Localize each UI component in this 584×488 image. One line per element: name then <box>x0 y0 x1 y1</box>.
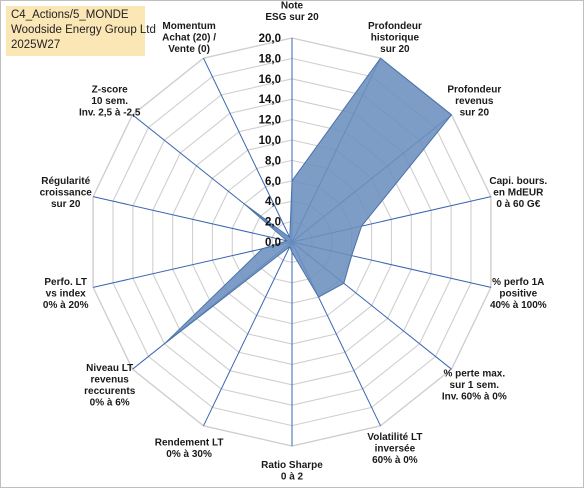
radar-series <box>164 57 453 345</box>
axis-label-line: 40% à 100% <box>490 300 547 311</box>
tick-label: 16,0 <box>259 74 281 86</box>
axis-label-line: positive <box>499 289 537 300</box>
axis-label-line: inversée <box>375 443 416 454</box>
axis-label-line: sur 20 <box>380 44 410 55</box>
axis-label-line: 60% à 0% <box>372 455 418 466</box>
axis-label-line: Profondeur <box>368 21 422 32</box>
axis-label-line: 0% à 6% <box>90 397 130 408</box>
axis-label: Niveau LT revenus reccurents 0% à 6% <box>84 363 136 409</box>
axis-label-line: 10 sem. <box>91 96 128 107</box>
series-area <box>164 57 453 345</box>
axis-spoke <box>92 241 293 288</box>
axis-label-line: Rendement LT <box>155 438 224 449</box>
axis-label-line: Z-score <box>92 84 129 95</box>
axis-spoke <box>203 57 293 243</box>
axis-label-line: % perfo 1A <box>492 277 544 288</box>
axis-label: Régularité croissance sur 20 <box>40 176 93 210</box>
axis-label-line: Capi. bours. <box>489 176 547 187</box>
axis-label-line: 0% à 20% <box>43 300 89 311</box>
info-box: C4_Actions/5_MONDE Woodside Energy Group… <box>6 6 156 56</box>
axis-label-line: Profondeur <box>447 84 501 95</box>
axis-label-line: revenus <box>91 374 130 385</box>
axis-label-line: sur 20 <box>460 107 490 118</box>
axis-label-line: historique <box>371 33 420 44</box>
tick-label: 12,0 <box>259 115 281 127</box>
radar-tick-labels: 0,0 2,0 4,0 6,0 8,0 10,0 12,0 14,0 16,0 18,0 20,0 <box>259 33 281 249</box>
axis-label: Profondeur historique sur 20 <box>368 21 422 55</box>
axis-label: Volatilité LT inversée 60% à 0% <box>367 432 422 466</box>
axis-label-line: ESG sur 20 <box>265 12 319 23</box>
axis-label: Note ESG sur 20 <box>265 1 319 24</box>
info-company: Woodside Energy Group Ltd <box>11 24 156 36</box>
axis-label-line: croissance <box>40 187 93 198</box>
axis-label-line: Note <box>281 1 304 12</box>
axis-label-line: en MdEUR <box>493 187 544 198</box>
axis-label-line: Vente (0) <box>168 44 210 55</box>
axis-label: Profondeur revenus sur 20 <box>447 84 501 118</box>
info-period: 2025W27 <box>11 39 61 51</box>
tick-label: 18,0 <box>259 53 281 65</box>
tick-label: 8,0 <box>265 155 281 167</box>
axis-label-line: 0% à 30% <box>166 449 212 460</box>
axis-label-line: Perfo. LT <box>44 277 87 288</box>
axis-label-line: Volatilité LT <box>367 432 422 443</box>
axis-label-line: % perte max. <box>443 369 505 380</box>
tick-label: 6,0 <box>265 176 281 188</box>
axis-label: Ratio Sharpe 0 à 2 <box>261 460 323 483</box>
axis-label: Rendement LT 0% à 30% <box>155 438 224 461</box>
axis-label: Perfo. LT vs index 0% à 20% <box>43 277 89 311</box>
axis-label-line: Niveau LT <box>86 363 133 374</box>
tick-label: 4,0 <box>265 196 281 208</box>
axis-spoke <box>92 196 293 243</box>
tick-label: 0,0 <box>265 237 281 249</box>
axis-label: % perte max. sur 1 sem. Inv. 60% à 0% <box>442 369 507 403</box>
axis-label-line: Inv. 60% à 0% <box>442 392 507 403</box>
info-category: C4_Actions/5_MONDE <box>11 9 129 21</box>
axis-label-line: Ratio Sharpe <box>261 460 323 471</box>
axis-spoke <box>203 241 293 427</box>
axis-label: Momentum Achat (20) / Vente (0) <box>162 21 216 55</box>
axis-label-line: Achat (20) / <box>162 33 216 44</box>
axis-label-line: reccurents <box>84 386 136 397</box>
axis-label-line: sur 1 sem. <box>450 380 500 391</box>
axis-label: % perfo 1A positive 40% à 100% <box>490 277 547 311</box>
axis-label-line: Momentum <box>162 21 215 32</box>
tick-label: 2,0 <box>265 217 281 229</box>
tick-label: 10,0 <box>259 135 281 147</box>
axis-label-line: 0 à 2 <box>281 472 304 483</box>
axis-label-line: revenus <box>455 96 494 107</box>
tick-label: 20,0 <box>259 33 281 45</box>
axis-label: Capi. bours. en MdEUR 0 à 60 G€ <box>489 176 547 210</box>
tick-label: 14,0 <box>259 94 281 106</box>
axis-label-line: Inv. 2,5 à -2,5 <box>79 107 141 118</box>
axis-label-line: sur 20 <box>51 199 81 210</box>
axis-label-line: 0 à 60 G€ <box>496 199 540 210</box>
axis-label: Z-score 10 sem. Inv. 2,5 à -2,5 <box>79 84 141 118</box>
axis-label-line: vs index <box>46 289 86 300</box>
axis-label-line: Régularité <box>41 176 90 187</box>
